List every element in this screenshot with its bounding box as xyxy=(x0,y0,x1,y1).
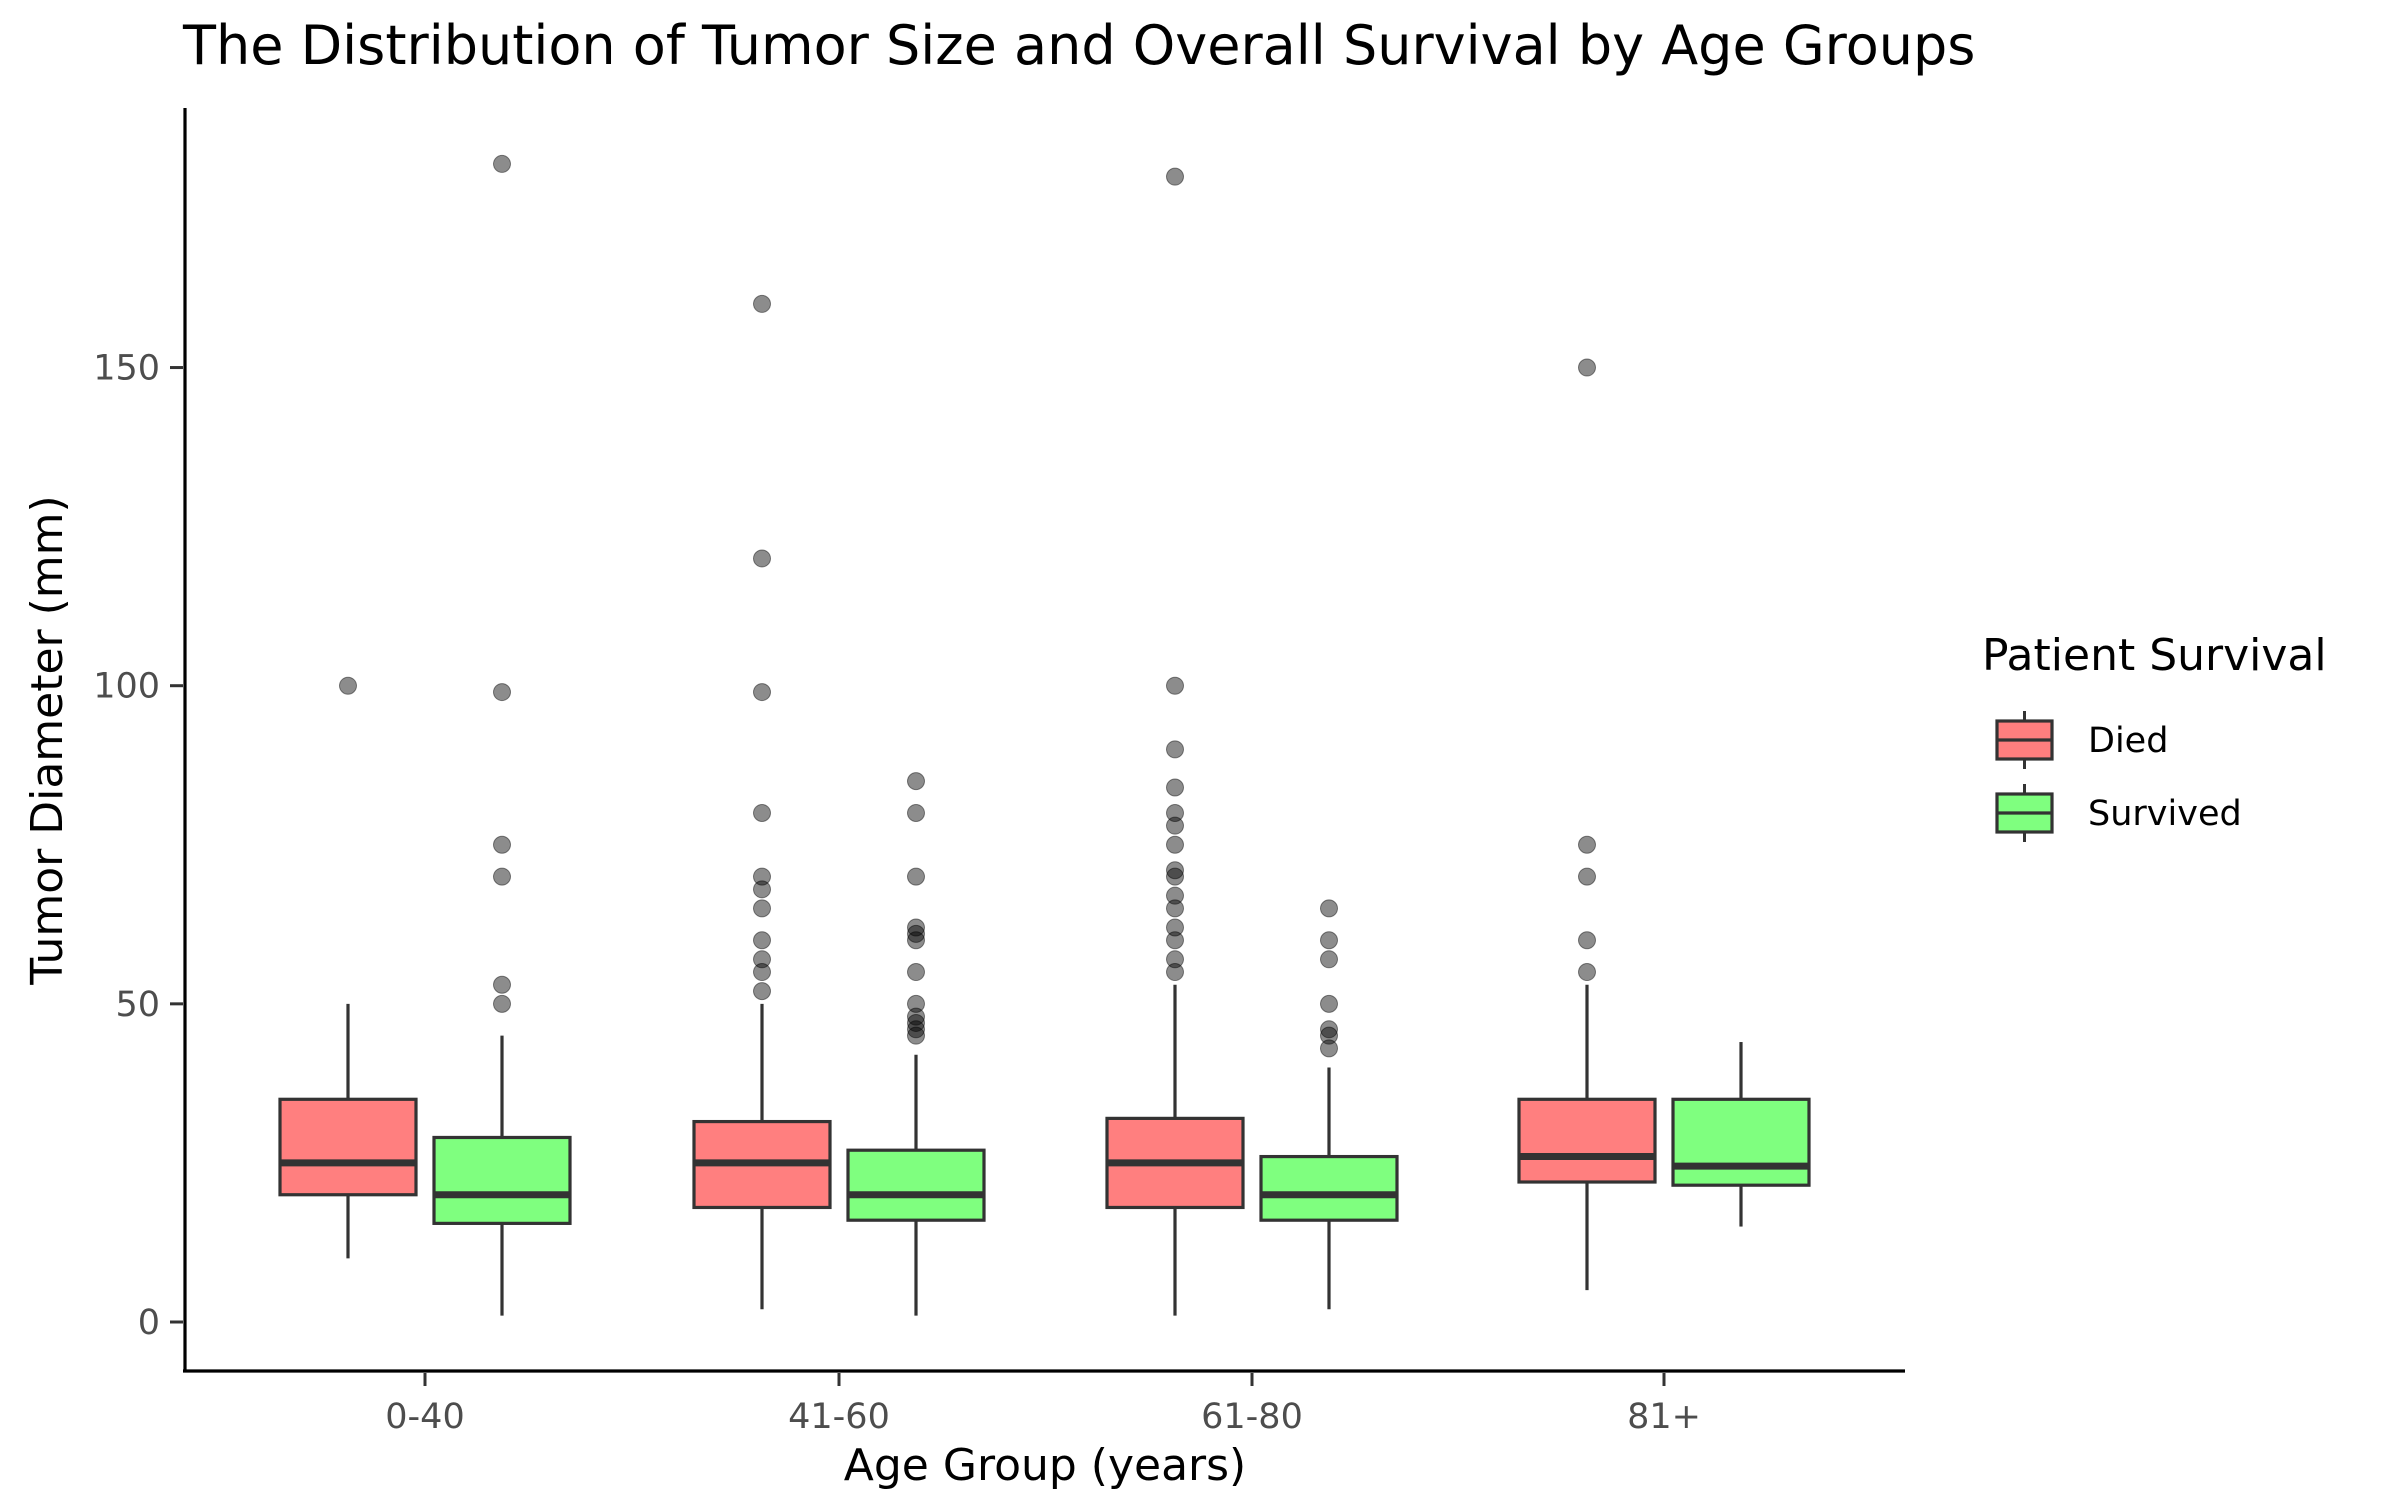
box-survived-61-80 xyxy=(1259,899,1399,1310)
outlier-point xyxy=(753,683,771,702)
outlier-point xyxy=(907,994,925,1013)
outlier-point xyxy=(1166,886,1184,905)
outlier-point xyxy=(1166,861,1184,880)
outlier-point xyxy=(907,867,925,886)
outlier-point xyxy=(339,676,357,695)
chart-title: The Distribution of Tumor Size and Overa… xyxy=(182,14,1975,77)
outlier-point xyxy=(1166,816,1184,835)
outlier-point xyxy=(1166,918,1184,937)
outlier-point xyxy=(1320,899,1338,918)
box-body xyxy=(1517,1097,1657,1184)
outlier-point xyxy=(753,867,771,886)
outlier-point xyxy=(1578,931,1596,950)
outlier-point xyxy=(1166,167,1184,186)
outlier-point xyxy=(1320,950,1338,969)
outlier-point xyxy=(493,154,511,173)
box-survived-0-40 xyxy=(432,154,572,1316)
outlier-point xyxy=(1166,867,1184,886)
outlier-point xyxy=(1578,835,1596,854)
outlier-point xyxy=(493,975,511,994)
outlier-point xyxy=(907,1026,925,1045)
box-body xyxy=(1259,1154,1399,1222)
outlier-point xyxy=(753,963,771,982)
outlier-point xyxy=(1166,899,1184,918)
outlier-point xyxy=(753,549,771,568)
outlier-point xyxy=(753,899,771,918)
outlier-point xyxy=(1320,931,1338,950)
legend-title: Patient Survival xyxy=(1982,630,2327,681)
legend-label: Died xyxy=(2088,721,2168,761)
outlier-point xyxy=(907,963,925,982)
outlier-point xyxy=(907,924,925,943)
outlier-point xyxy=(1320,1026,1338,1045)
outlier-point xyxy=(907,772,925,791)
outlier-point xyxy=(753,294,771,313)
outlier-point xyxy=(1166,676,1184,695)
outlier-point xyxy=(907,803,925,822)
outlier-point xyxy=(1166,835,1184,854)
outlier-point xyxy=(907,1020,925,1039)
box-died-81+ xyxy=(1517,358,1657,1291)
y-axis-title: Tumor Diameter (mm) xyxy=(22,495,73,985)
y-tick-label: 150 xyxy=(93,349,160,389)
outlier-point xyxy=(1166,963,1184,982)
y-tick-label: 50 xyxy=(115,985,160,1025)
box-survived-81+ xyxy=(1671,1042,1811,1227)
outlier-point xyxy=(753,803,771,822)
outlier-point xyxy=(493,683,511,702)
legend-items: Died Survived xyxy=(1995,711,2242,842)
legend-item-died: Died xyxy=(1995,711,2168,769)
box-body xyxy=(432,1135,572,1225)
outlier-point xyxy=(1166,740,1184,759)
x-axis-ticks: 0-40 41-60 61-80 81+ xyxy=(385,1373,1701,1437)
outlier-point xyxy=(753,880,771,899)
box-body xyxy=(278,1097,418,1197)
x-tick-label: 0-40 xyxy=(385,1397,464,1437)
outlier-point xyxy=(1166,931,1184,950)
box-body xyxy=(846,1148,986,1222)
outlier-point xyxy=(907,918,925,937)
outlier-point xyxy=(907,1013,925,1032)
x-tick-label: 61-80 xyxy=(1201,1397,1303,1437)
outlier-point xyxy=(1320,1020,1338,1039)
outlier-point xyxy=(1578,358,1596,377)
outlier-point xyxy=(493,994,511,1013)
box-body xyxy=(1671,1097,1811,1187)
box-survived-41-60 xyxy=(846,772,986,1316)
outlier-point xyxy=(1578,963,1596,982)
outlier-point xyxy=(493,867,511,886)
outlier-point xyxy=(753,931,771,950)
outlier-point xyxy=(1578,867,1596,886)
outlier-point xyxy=(1320,1039,1338,1058)
outlier-point xyxy=(493,835,511,854)
box-died-0-40 xyxy=(278,676,418,1259)
outlier-point xyxy=(907,931,925,950)
y-axis-ticks: 0 50 100 150 xyxy=(93,349,183,1343)
plot-area xyxy=(278,154,1811,1316)
x-axis-title: Age Group (years) xyxy=(844,1440,1246,1491)
x-tick-label: 81+ xyxy=(1627,1397,1701,1437)
outlier-point xyxy=(753,950,771,969)
outlier-point xyxy=(1166,778,1184,797)
legend-item-survived: Survived xyxy=(1995,784,2242,842)
outlier-point xyxy=(1166,803,1184,822)
y-tick-label: 100 xyxy=(93,667,160,707)
legend-label: Survived xyxy=(2088,794,2242,834)
outlier-point xyxy=(907,1007,925,1026)
outlier-point xyxy=(1320,994,1338,1013)
y-tick-label: 0 xyxy=(138,1303,160,1343)
box-died-41-60 xyxy=(692,294,832,1310)
outlier-point xyxy=(1166,950,1184,969)
box-died-61-80 xyxy=(1105,167,1245,1316)
legend: Patient Survival Died Survived xyxy=(1982,630,2327,842)
x-tick-label: 41-60 xyxy=(788,1397,890,1437)
outlier-point xyxy=(753,982,771,1001)
